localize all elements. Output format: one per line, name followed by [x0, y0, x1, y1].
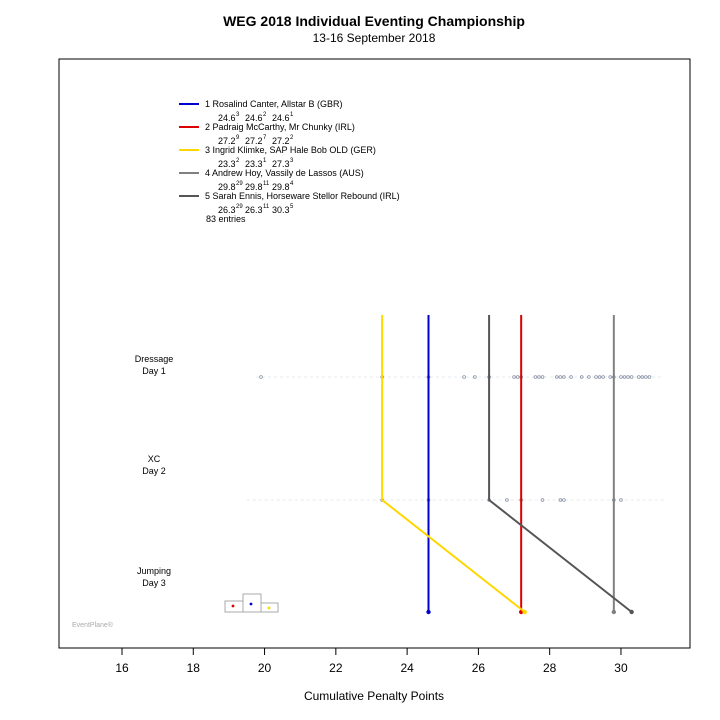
legend-rank: 7 [263, 135, 267, 141]
legend-score: 29.8 [272, 182, 290, 192]
podium-third [260, 602, 279, 613]
dressage-field-point [515, 375, 520, 379]
dressage-field-point [597, 375, 602, 379]
phase-label: Day 2 [142, 466, 166, 476]
xc-field-point [562, 498, 566, 502]
legend-entry: 5 Sarah Ennis, Horseware Stellor Rebound… [205, 191, 400, 201]
legend-score: 24.6 [272, 113, 290, 123]
x-tick-label: 30 [614, 661, 628, 675]
dressage-field-point [555, 375, 559, 379]
legend-score: 23.3 [218, 159, 236, 169]
legend-score: 26.3 [218, 205, 236, 215]
x-tick-label: 24 [400, 661, 414, 675]
x-tick-label: 28 [543, 661, 557, 675]
legend-rank: 29 [236, 204, 243, 210]
x-tick-label: 26 [472, 661, 486, 675]
xc-field-point [505, 498, 509, 502]
chart-subtitle: 13-16 September 2018 [313, 31, 436, 45]
legend-rank: 1 [290, 112, 294, 118]
dressage-field-point [640, 375, 645, 379]
dressage-field-point [619, 375, 623, 379]
dressage-field-point [569, 375, 573, 379]
legend-score: 27.2 [218, 136, 236, 146]
legend-score: 26.3 [245, 205, 263, 215]
legend-score: 24.6 [245, 113, 263, 123]
legend-score: 27.3 [272, 159, 290, 169]
legend-score: 24.6 [218, 113, 236, 123]
legend-rank: 11 [263, 181, 270, 187]
series-final-point-3 [522, 609, 527, 615]
dressage-field-point [647, 375, 652, 379]
dressage-field-point [626, 375, 630, 379]
legend-score: 27.2 [245, 136, 263, 146]
dressage-field-point [622, 375, 627, 379]
phase-label: Jumping [137, 566, 171, 576]
series-final-point-1 [426, 609, 431, 615]
podium-dot-third [267, 606, 271, 610]
chart-title: WEG 2018 Individual Eventing Championshi… [223, 13, 525, 29]
dressage-field-point [636, 375, 641, 379]
watermark: EventPlane® [72, 621, 114, 629]
dressage-field-point [540, 375, 545, 379]
legend-score: 30.3 [272, 205, 290, 215]
dressage-field-point [594, 375, 598, 379]
xc-field-point [619, 498, 623, 502]
legend-rank: 2 [263, 112, 267, 118]
legend-score: 29.8 [245, 182, 263, 192]
legend-rank: 29 [236, 181, 243, 187]
legend-rank: 2 [290, 135, 294, 141]
dressage-field-point [533, 375, 538, 379]
legend-rank: 4 [290, 181, 294, 187]
dressage-field-point [473, 375, 477, 379]
dressage-field-point [579, 375, 584, 379]
legend-score: 23.3 [245, 159, 263, 169]
legend-rank: 3 [290, 158, 294, 164]
phase-label: Day 3 [142, 578, 166, 588]
legend-score: 27.2 [272, 136, 290, 146]
dressage-field-point [558, 375, 563, 379]
legend-rank: 9 [236, 135, 240, 141]
x-axis-label: Cumulative Penalty Points [304, 689, 444, 703]
legend-rank: 11 [263, 204, 270, 210]
dressage-field-point [629, 375, 634, 379]
legend-rank: 2 [236, 158, 240, 164]
series-final-point-4 [611, 609, 617, 615]
legend-entry: 1 Rosalind Canter, Allstar B (GBR) [205, 99, 343, 109]
dressage-field-point [537, 375, 541, 379]
series-line-3 [381, 315, 526, 613]
x-tick-label: 22 [329, 661, 343, 675]
podium-first [242, 593, 262, 613]
legend-rank: 1 [263, 158, 267, 164]
dressage-field-point [644, 375, 648, 379]
podium-dot-second [231, 604, 235, 608]
dressage-field-point [512, 375, 516, 379]
legend-entry: 2 Padraig McCarthy, Mr Chunky (IRL) [205, 122, 355, 132]
dressage-field-point [587, 375, 591, 379]
dressage-field-point [608, 375, 613, 379]
entries-count: 83 entries [206, 214, 246, 224]
phase-label: Dressage [135, 354, 174, 364]
legend-rank: 3 [236, 112, 240, 118]
phase-label: XC [148, 454, 161, 464]
dressage-field-point [259, 375, 263, 379]
phase-label: Day 1 [142, 366, 166, 376]
x-tick-label: 18 [187, 661, 201, 675]
dressage-field-point [562, 375, 566, 379]
dressage-field-point [601, 375, 605, 379]
x-tick-label: 20 [258, 661, 272, 675]
xc-field-point [540, 498, 545, 502]
series-line-5 [488, 315, 633, 613]
legend-score: 29.8 [218, 182, 236, 192]
legend-entry: 3 Ingrid Klimke, SAP Hale Bob OLD (GER) [205, 145, 376, 155]
xc-field-point [558, 498, 563, 502]
series-final-point-5 [629, 609, 634, 615]
x-tick-label: 16 [115, 661, 129, 675]
dressage-field-point [462, 375, 466, 379]
legend-rank: 5 [290, 204, 294, 210]
podium-dot-first [249, 602, 253, 606]
legend-entry: 4 Andrew Hoy, Vassily de Lassos (AUS) [205, 168, 364, 178]
